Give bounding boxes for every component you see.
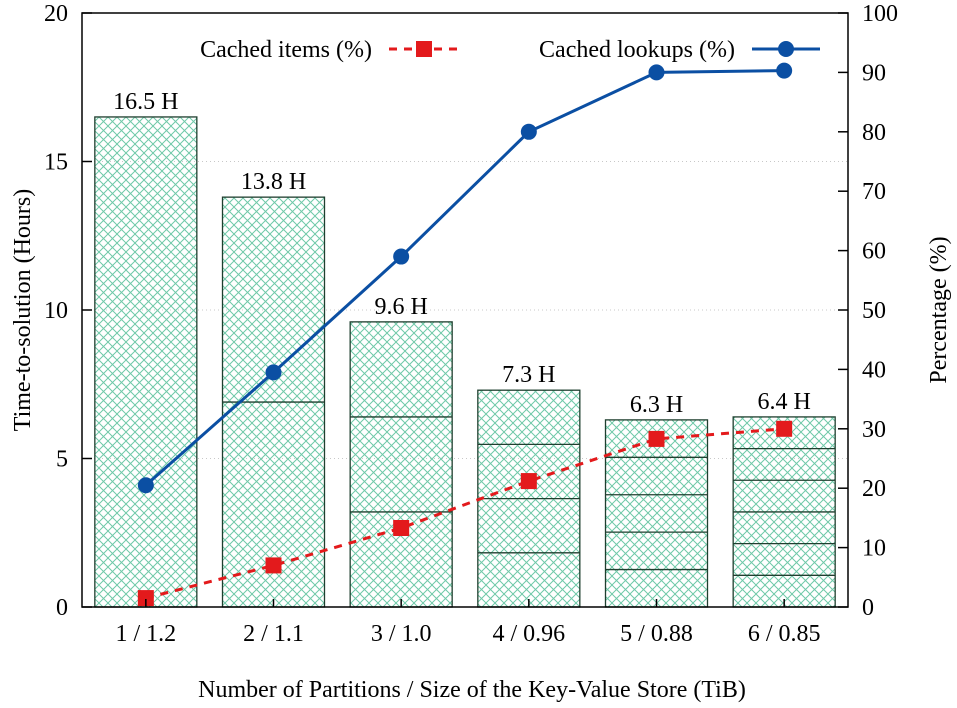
- y2-tick-label: 20: [862, 476, 886, 502]
- y2-tick-label: 80: [862, 120, 886, 146]
- y-axis-label: Time-to-solution (Hours): [10, 189, 36, 431]
- y-tick-label: 0: [56, 595, 68, 621]
- cached-lookups-point: [265, 364, 282, 381]
- bar: [94, 116, 198, 608]
- y2-tick-label: 30: [862, 417, 886, 443]
- bar: [604, 419, 709, 608]
- legend-key-cached-items: [389, 41, 459, 57]
- y2-tick-label: 60: [862, 239, 886, 265]
- bar-value-label: 6.3 H: [630, 392, 683, 418]
- cached-items-point: [776, 420, 793, 437]
- legend-label-cached-items: Cached items (%): [200, 37, 372, 63]
- x-tick-label: 2 / 1.1: [243, 621, 304, 647]
- bar-value-label: 6.4 H: [757, 389, 810, 415]
- cached-items-point: [520, 473, 537, 490]
- cached-lookups-point: [393, 248, 410, 265]
- bar-value-label: 7.3 H: [502, 362, 555, 388]
- cached-lookups-point: [776, 62, 793, 79]
- y-tick-label: 10: [44, 298, 68, 324]
- y2-tick-label: 50: [862, 298, 886, 324]
- y2-tick-label: 90: [862, 60, 886, 86]
- legend-label-cached-lookups: Cached lookups (%): [539, 37, 735, 63]
- x-tick-label: 6 / 0.85: [748, 621, 821, 647]
- y2-tick-label: 100: [862, 1, 898, 27]
- axes: 0 5 10 15 20 0 10 20 30 40 50 60 70 80 90 100 1 / 1.2 2 /…: [44, 1, 898, 647]
- bar: [349, 321, 453, 608]
- bar-value-label: 16.5 H: [113, 89, 178, 115]
- cached-lookups-point: [648, 64, 665, 81]
- cached-items-point: [393, 519, 410, 536]
- y2-tick-label: 0: [862, 595, 874, 621]
- legend-key-cached-lookups: [752, 41, 820, 57]
- series-line-cached-items: [145, 427, 785, 600]
- x-tick-label: 4 / 0.96: [492, 621, 565, 647]
- y2-tick-label: 40: [862, 357, 886, 383]
- cached-items-point: [648, 430, 665, 447]
- bar-value-label: 13.8 H: [241, 169, 306, 195]
- x-tick-label: 3 / 1.0: [371, 621, 432, 647]
- data-labels: 16.5 H 13.8 H 9.6 H 7.3 H 6.3 H 6.4 H: [113, 89, 811, 418]
- bars: [94, 116, 836, 608]
- bar-value-label: 9.6 H: [374, 294, 427, 320]
- series-lines: [137, 62, 793, 607]
- x-tick-label: 1 / 1.2: [115, 621, 176, 647]
- legend-marker-cached-lookups: [778, 41, 794, 57]
- cached-items-point: [137, 590, 154, 607]
- y2-axis-label: Percentage (%): [926, 236, 952, 383]
- x-axis-label: Number of Partitions / Size of the Key-V…: [198, 677, 746, 703]
- y2-tick-label: 10: [862, 536, 886, 562]
- y-tick-label: 20: [44, 1, 68, 27]
- cached-items-point: [265, 557, 282, 574]
- cached-lookups-point: [137, 477, 154, 494]
- series-line-cached-lookups: [144, 69, 785, 487]
- y-tick-label: 15: [44, 150, 68, 176]
- legend: Cached items (%) Cached lookups (%): [200, 37, 820, 63]
- y2-tick-label: 70: [862, 179, 886, 205]
- y-tick-label: 5: [56, 447, 68, 473]
- legend-marker-cached-items: [416, 41, 432, 57]
- cached-lookups-point: [520, 123, 537, 140]
- x-tick-label: 5 / 0.88: [620, 621, 693, 647]
